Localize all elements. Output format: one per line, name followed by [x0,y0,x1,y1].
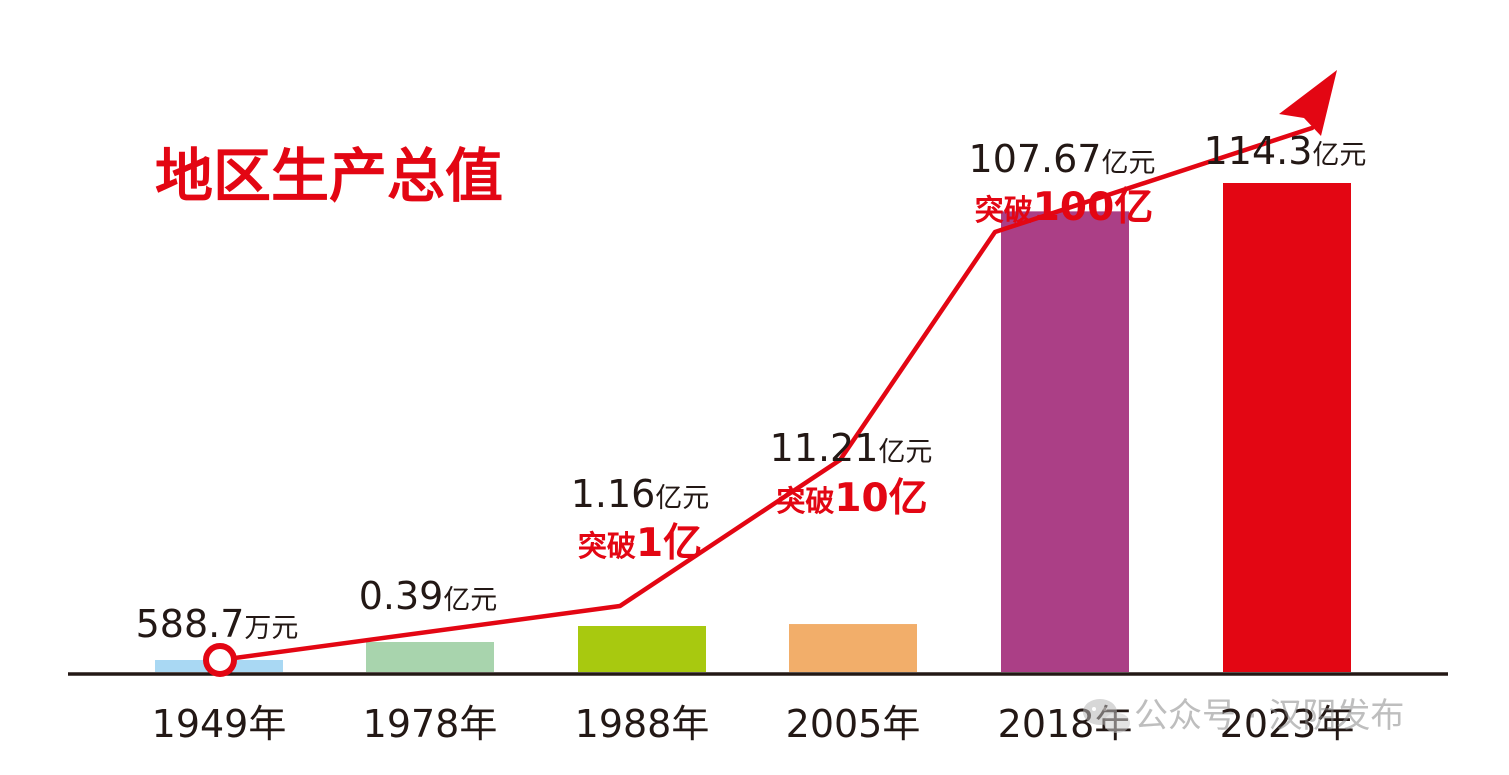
value-label-number-5: 114.3 [1204,129,1313,173]
value-label-unit-1: 亿元 [443,585,497,616]
watermark: 公众号 · 汉阴发布 [1083,696,1404,736]
watermark-text: 公众号 · 汉阴发布 [1134,696,1404,736]
value-label-1: 0.39亿元 [359,574,498,618]
bar-3 [789,624,917,672]
value-label-number-2: 1.16 [571,472,656,516]
value-label-3: 11.21亿元 [770,426,933,470]
x-tick-labels: 1949年 1978年 1988年 2005年 2018年 2023年 [152,702,1355,746]
milestone-labels-layer: 突破1亿 突破10亿 突破100亿 [578,185,1153,566]
chart-title: 地区生产总值 [155,142,503,210]
bar-1 [366,642,494,672]
bar-5 [1223,183,1351,672]
x-tick-label-3: 2005年 [786,702,921,746]
bar-4 [1001,211,1129,672]
trend-line-layer [203,70,1337,677]
value-label-unit-0: 万元 [244,613,298,644]
bars-layer [155,183,1351,672]
value-label-number-0: 588.7 [136,602,245,646]
x-tick-label-1: 1978年 [363,702,498,746]
x-tick-label-5: 2023年 [1220,702,1355,746]
value-label-0: 588.7万元 [136,602,299,646]
value-label-4: 107.67亿元 [969,137,1156,181]
trend-line [217,125,1315,663]
value-label-number-1: 0.39 [359,574,444,618]
value-label-unit-3: 亿元 [878,437,932,468]
value-label-2: 1.16亿元 [571,472,710,516]
value-label-number-3: 11.21 [770,426,879,470]
trend-arrow-head [1279,70,1337,136]
value-label-unit-4: 亿元 [1101,148,1155,179]
x-tick-label-2: 1988年 [575,702,710,746]
value-label-unit-2: 亿元 [655,483,709,514]
milestone-label-1: 突破10亿 [776,476,927,521]
value-label-5: 114.3亿元 [1204,129,1367,173]
milestone-label-0: 突破1亿 [578,521,702,566]
value-label-number-4: 107.67 [969,137,1102,181]
x-tick-label-0: 1949年 [152,702,287,746]
trend-start-marker [203,643,237,677]
value-label-unit-5: 亿元 [1312,140,1366,171]
bar-2 [578,626,706,672]
wechat-icon [1083,699,1130,733]
milestone-label-2: 突破100亿 [975,185,1153,230]
